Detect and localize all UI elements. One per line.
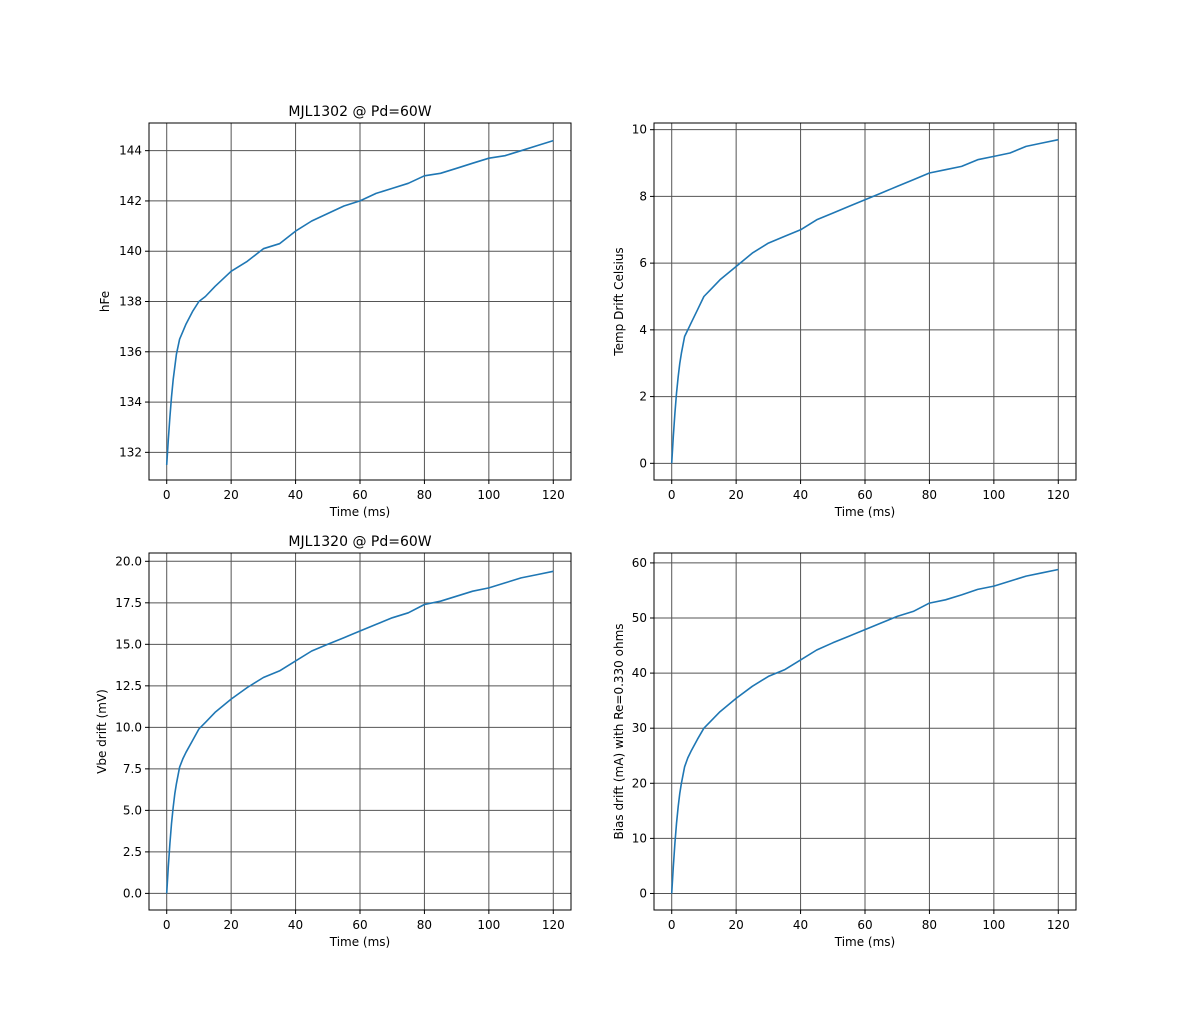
chart-title: MJL1302 @ Pd=60W [288,104,431,120]
data-series-line [670,568,1059,894]
data-series-line [165,570,554,894]
x-tick-label: 120 [1047,918,1070,932]
y-tick-label: 140 [119,244,142,258]
y-tick-label: 20 [632,776,647,790]
y-tick-label: 5.0 [123,803,142,817]
x-tick-label: 60 [857,918,872,932]
x-tick-label: 120 [542,918,565,932]
x-tick-label: 40 [288,488,303,502]
y-tick-label: 10 [632,831,647,845]
y-tick-label: 134 [119,395,142,409]
y-tick-label: 10 [632,123,647,137]
x-axis-label: Time (ms) [834,935,896,949]
x-tick-label: 40 [793,488,808,502]
y-tick-label: 30 [632,721,647,735]
y-tick-label: 12.5 [115,679,142,693]
x-tick-label: 40 [793,918,808,932]
x-tick-label: 20 [224,488,239,502]
y-tick-label: 2 [639,390,647,404]
x-tick-label: 60 [352,488,367,502]
x-tick-label: 80 [922,918,937,932]
x-axis-label: Time (ms) [329,935,391,949]
data-series-line [670,138,1059,464]
y-tick-label: 10.0 [115,720,142,734]
y-tick-label: 132 [119,445,142,459]
x-tick-label: 60 [352,918,367,932]
x-tick-label: 0 [163,918,171,932]
y-tick-label: 8 [639,189,647,203]
y-tick-label: 0 [639,456,647,470]
x-tick-label: 100 [982,918,1005,932]
y-axis-label: hFe [98,291,112,312]
y-tick-label: 15.0 [115,637,142,651]
x-axis-label: Time (ms) [329,505,391,519]
y-tick-label: 144 [119,144,142,158]
x-tick-label: 20 [729,488,744,502]
y-tick-label: 60 [632,556,647,570]
x-tick-label: 80 [417,918,432,932]
x-tick-label: 120 [1047,488,1070,502]
x-tick-label: 100 [982,488,1005,502]
chart-panel-1: 0 20 40 60 80 100 120 132 134 136 138 140 142 144 Time… [98,104,572,519]
y-tick-label: 142 [119,194,142,208]
y-axis-label: Bias drift (mA) with Re=0.330 ohms [612,623,626,839]
x-tick-label: 100 [477,488,500,502]
x-tick-label: 20 [224,918,239,932]
y-tick-label: 136 [119,345,142,359]
x-tick-label: 40 [288,918,303,932]
y-tick-label: 50 [632,611,647,625]
x-axis-label: Time (ms) [834,505,896,519]
chart-panel-3: 0 20 40 60 80 100 120 0.0 2.5 5.0 7.5 10.0 12.5 15.0 1… [95,534,572,949]
x-tick-label: 120 [542,488,565,502]
x-tick-label: 80 [922,488,937,502]
y-tick-label: 138 [119,295,142,309]
y-tick-label: 20.0 [115,554,142,568]
y-tick-label: 17.5 [115,596,142,610]
x-tick-label: 60 [857,488,872,502]
chart-panel-2: 0 20 40 60 80 100 120 0 2 4 6 8 10 Time (ms) Temp Drif… [612,122,1077,519]
y-tick-label: 7.5 [123,762,142,776]
x-tick-label: 80 [417,488,432,502]
y-axis-label: Vbe drift (mV) [95,689,109,774]
x-tick-label: 0 [163,488,171,502]
y-tick-label: 0.0 [123,886,142,900]
data-series-line [165,139,554,465]
x-tick-label: 0 [668,488,676,502]
x-tick-label: 20 [729,918,744,932]
x-tick-label: 0 [668,918,676,932]
chart-title: MJL1320 @ Pd=60W [288,534,431,550]
x-tick-label: 100 [477,918,500,932]
y-axis-label: Temp Drift Celsius [612,247,626,356]
y-tick-label: 4 [639,323,647,337]
y-tick-label: 40 [632,666,647,680]
y-tick-label: 2.5 [123,845,142,859]
y-tick-label: 6 [639,256,647,270]
y-tick-label: 0 [639,886,647,900]
chart-panel-4: 0 20 40 60 80 100 120 0 10 20 30 40 50 60 Time (ms) Bia… [612,552,1077,949]
